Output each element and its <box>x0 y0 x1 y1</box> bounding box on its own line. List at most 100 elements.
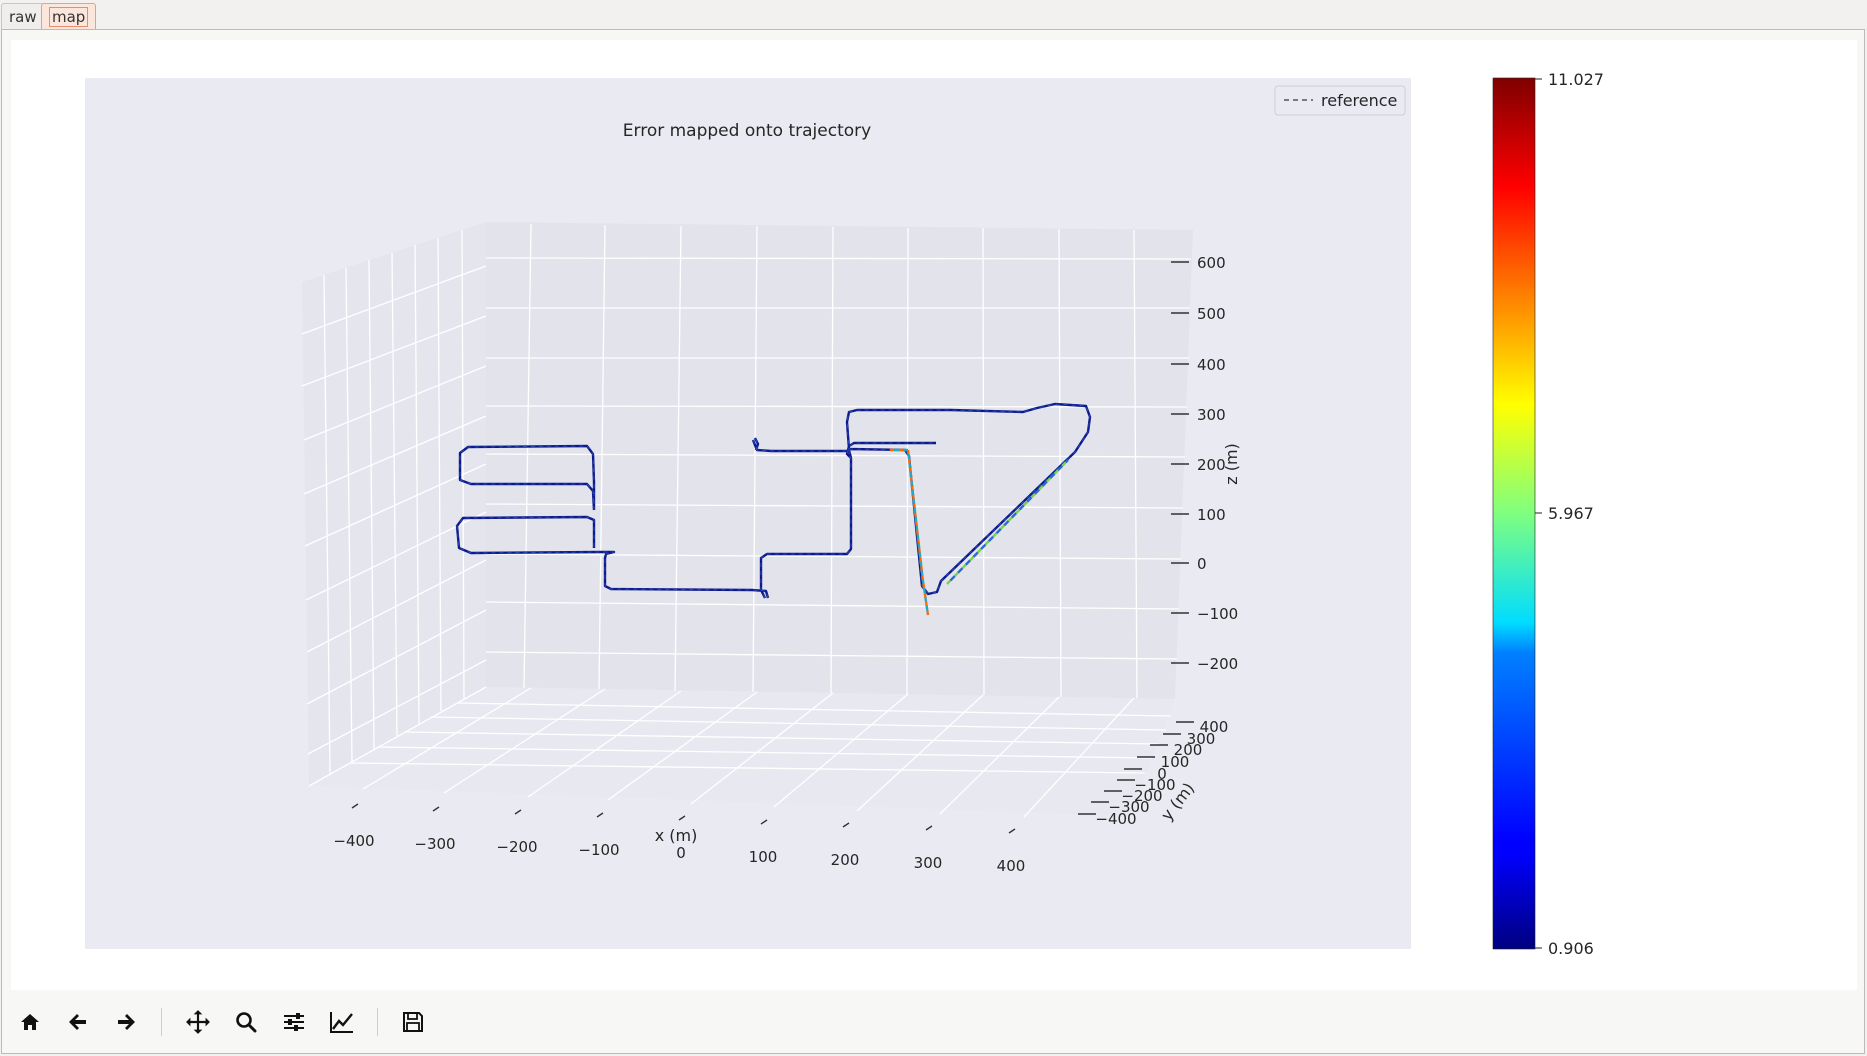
grid-line <box>301 265 487 335</box>
x-tick-label: 200 <box>831 851 860 869</box>
tab-map[interactable]: map <box>41 3 97 29</box>
legend-box <box>1274 85 1406 116</box>
configure-subplots-button[interactable] <box>276 1004 312 1040</box>
grid-line <box>674 225 682 692</box>
z-tick-label: −200 <box>1197 655 1238 673</box>
colorbar-min-label: 0.906 <box>1548 939 1594 958</box>
x-tick-mark <box>842 822 850 828</box>
grid-line <box>303 365 487 441</box>
grid-line <box>527 690 682 798</box>
navigation-toolbar <box>11 1002 431 1042</box>
grid-line <box>485 553 1182 560</box>
x-tick-label: 300 <box>914 854 943 872</box>
x-tick-mark <box>678 815 686 821</box>
x-tick-label: −400 <box>333 832 374 850</box>
x-tick-label: 100 <box>749 848 778 866</box>
colorbar-mid-label: 5.967 <box>1548 504 1594 523</box>
grid-line <box>485 257 1192 260</box>
grid-line <box>856 694 984 812</box>
grid-line <box>461 229 465 700</box>
grid-line <box>301 315 487 387</box>
x-tick-mark <box>925 825 933 831</box>
z-tick-label: 300 <box>1197 406 1226 424</box>
grid-line <box>376 746 1153 759</box>
y-tick-label: −400 <box>1095 810 1136 828</box>
reference-line <box>456 403 1091 599</box>
z-tick-label: 200 <box>1197 456 1226 474</box>
back-button[interactable] <box>60 1004 96 1040</box>
grid-line <box>485 503 1184 509</box>
figure-canvas[interactable]: Error mapped onto trajectory reference −… <box>11 40 1857 990</box>
x-tick-mark <box>596 812 604 818</box>
sliders-icon <box>284 1013 304 1031</box>
z-tick-label: 0 <box>1197 555 1207 573</box>
grid-line <box>414 244 420 725</box>
tab-raw-label: raw <box>9 8 37 26</box>
legend-reference-label: reference <box>1321 91 1397 110</box>
grid-line <box>304 463 487 547</box>
grid-line <box>306 559 487 653</box>
x-tick-mark <box>1008 828 1016 834</box>
grid-line <box>773 693 909 808</box>
forward-button[interactable] <box>108 1004 144 1040</box>
y-tick-label: 0 <box>1157 765 1167 783</box>
grid-line <box>752 225 758 693</box>
grid-line <box>403 731 1160 745</box>
floppy-disk-icon <box>403 1012 423 1032</box>
pan-button[interactable] <box>180 1004 216 1040</box>
y-tick-label: −200 <box>1121 787 1162 805</box>
z-tick-label: 400 <box>1197 356 1226 374</box>
grid-line <box>690 692 834 805</box>
mid-error-segment <box>946 459 1069 585</box>
axis-ticks: −400 −300 −200 −100 0 100 200 300 400−400−300−20… <box>333 254 1238 875</box>
z-tick-label: 100 <box>1197 506 1226 524</box>
plot-svg: Error mapped onto trajectory reference −… <box>85 70 1604 958</box>
colorbar <box>1492 77 1536 950</box>
home-icon <box>21 1014 39 1030</box>
grid-line <box>485 405 1188 408</box>
grid-line <box>607 691 758 801</box>
y-tick-label: 300 <box>1187 730 1216 748</box>
z-tick-label: 600 <box>1197 254 1226 272</box>
grid-line <box>362 687 532 790</box>
y-tick-label: 100 <box>1161 753 1190 771</box>
arrow-right-icon <box>118 1014 135 1030</box>
grid-line <box>485 601 1180 610</box>
grid-line <box>306 609 487 705</box>
x-axis-label: x (m) <box>655 826 698 845</box>
grid-line <box>349 762 1146 774</box>
z-axis-label: z (m) <box>1222 443 1241 485</box>
tab-raw[interactable]: raw <box>1 3 45 29</box>
grid-line <box>485 651 1178 660</box>
back-pane <box>486 222 1193 699</box>
grid-line <box>523 223 532 689</box>
line-chart-icon <box>330 1012 353 1033</box>
grid-line <box>906 227 909 695</box>
grid-line <box>368 259 375 750</box>
move-icon <box>186 1010 210 1034</box>
x-tick-label: −100 <box>578 841 619 859</box>
grid-line <box>437 237 442 712</box>
y-tick-label: 200 <box>1174 741 1203 759</box>
grid-line <box>485 453 1186 458</box>
grid-line <box>307 659 487 755</box>
grid-line <box>345 267 353 763</box>
grid-line <box>391 252 398 737</box>
grid-line <box>443 688 606 794</box>
toolbar-separator <box>377 1008 378 1036</box>
x-tick-mark <box>432 806 440 812</box>
x-tick-mark <box>351 803 359 809</box>
tab-bar: raw map <box>0 0 1867 30</box>
grid-line <box>430 716 1167 731</box>
home-button[interactable] <box>12 1004 48 1040</box>
zoom-button[interactable] <box>228 1004 264 1040</box>
save-button[interactable] <box>395 1004 431 1040</box>
y-tick-label: −300 <box>1108 798 1149 816</box>
x-tick-mark <box>760 819 768 825</box>
high-error-segment-alt <box>890 448 930 616</box>
grid-line <box>303 415 487 495</box>
z-tick-label: −100 <box>1197 605 1238 623</box>
edit-axis-button[interactable] <box>324 1004 360 1040</box>
grid-line <box>323 274 331 775</box>
legend: reference <box>1274 85 1406 116</box>
